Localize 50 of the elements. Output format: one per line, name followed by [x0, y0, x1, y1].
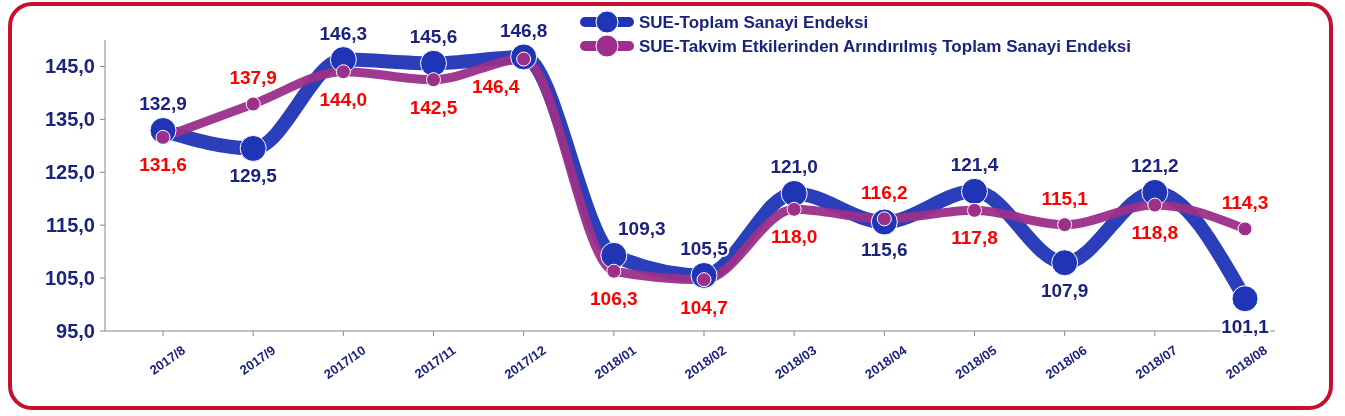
point [1057, 217, 1073, 233]
data-label: 121,2 [1131, 155, 1179, 177]
data-label: 118,0 [770, 226, 818, 248]
data-label: 106,3 [590, 288, 638, 310]
data-label: 107,9 [1040, 279, 1089, 301]
point [967, 202, 982, 218]
point [1051, 249, 1079, 277]
data-label: 146,4 [471, 76, 520, 98]
data-label: 146,3 [319, 22, 368, 44]
data-label: 137,9 [229, 67, 277, 89]
data-label: 105,5 [680, 238, 729, 260]
data-label: 117,8 [951, 227, 998, 249]
data-label: 121,0 [770, 156, 818, 178]
point [239, 134, 267, 162]
point [961, 177, 988, 205]
y-tick-label: 145,0 [44, 55, 95, 78]
data-label: 146,8 [499, 19, 548, 41]
data-label: 145,6 [409, 26, 458, 48]
data-label: 118,8 [1131, 222, 1179, 244]
data-label: 132,9 [139, 93, 187, 115]
data-label: 101,1 [1221, 315, 1270, 337]
data-label: 144,0 [319, 88, 368, 110]
point [1237, 221, 1253, 237]
data-label: 114,3 [1221, 191, 1269, 213]
point [786, 201, 802, 217]
point [420, 49, 447, 77]
point [245, 96, 261, 112]
data-label: 116,2 [861, 181, 908, 203]
point [335, 64, 351, 80]
point [1231, 285, 1259, 313]
point [780, 179, 808, 207]
y-tick-label: 135,0 [44, 108, 95, 131]
data-label: 115,1 [1041, 187, 1089, 209]
data-label: 109,3 [618, 218, 666, 240]
point [1147, 197, 1163, 213]
data-label: 131,6 [139, 154, 187, 176]
point [426, 72, 441, 88]
y-tick-label: 105,0 [44, 267, 95, 290]
y-tick-label: 95,0 [56, 320, 95, 342]
point [606, 263, 622, 279]
data-label: 142,5 [409, 96, 458, 118]
data-label: 104,7 [680, 296, 728, 318]
legend-label: SUE-Toplam Sanayi Endeksi [639, 12, 869, 32]
y-tick-label: 125,0 [44, 161, 95, 184]
data-label: 121,4 [950, 154, 999, 176]
legend-label: SUE-Takvim Etkilerinden Arındırılmış Toplam Sanayi Endeksi [639, 36, 1131, 56]
y-tick-label: 115,0 [46, 214, 95, 237]
data-label: 129,5 [229, 165, 278, 187]
data-label: 115,6 [861, 239, 908, 261]
point [600, 241, 628, 269]
